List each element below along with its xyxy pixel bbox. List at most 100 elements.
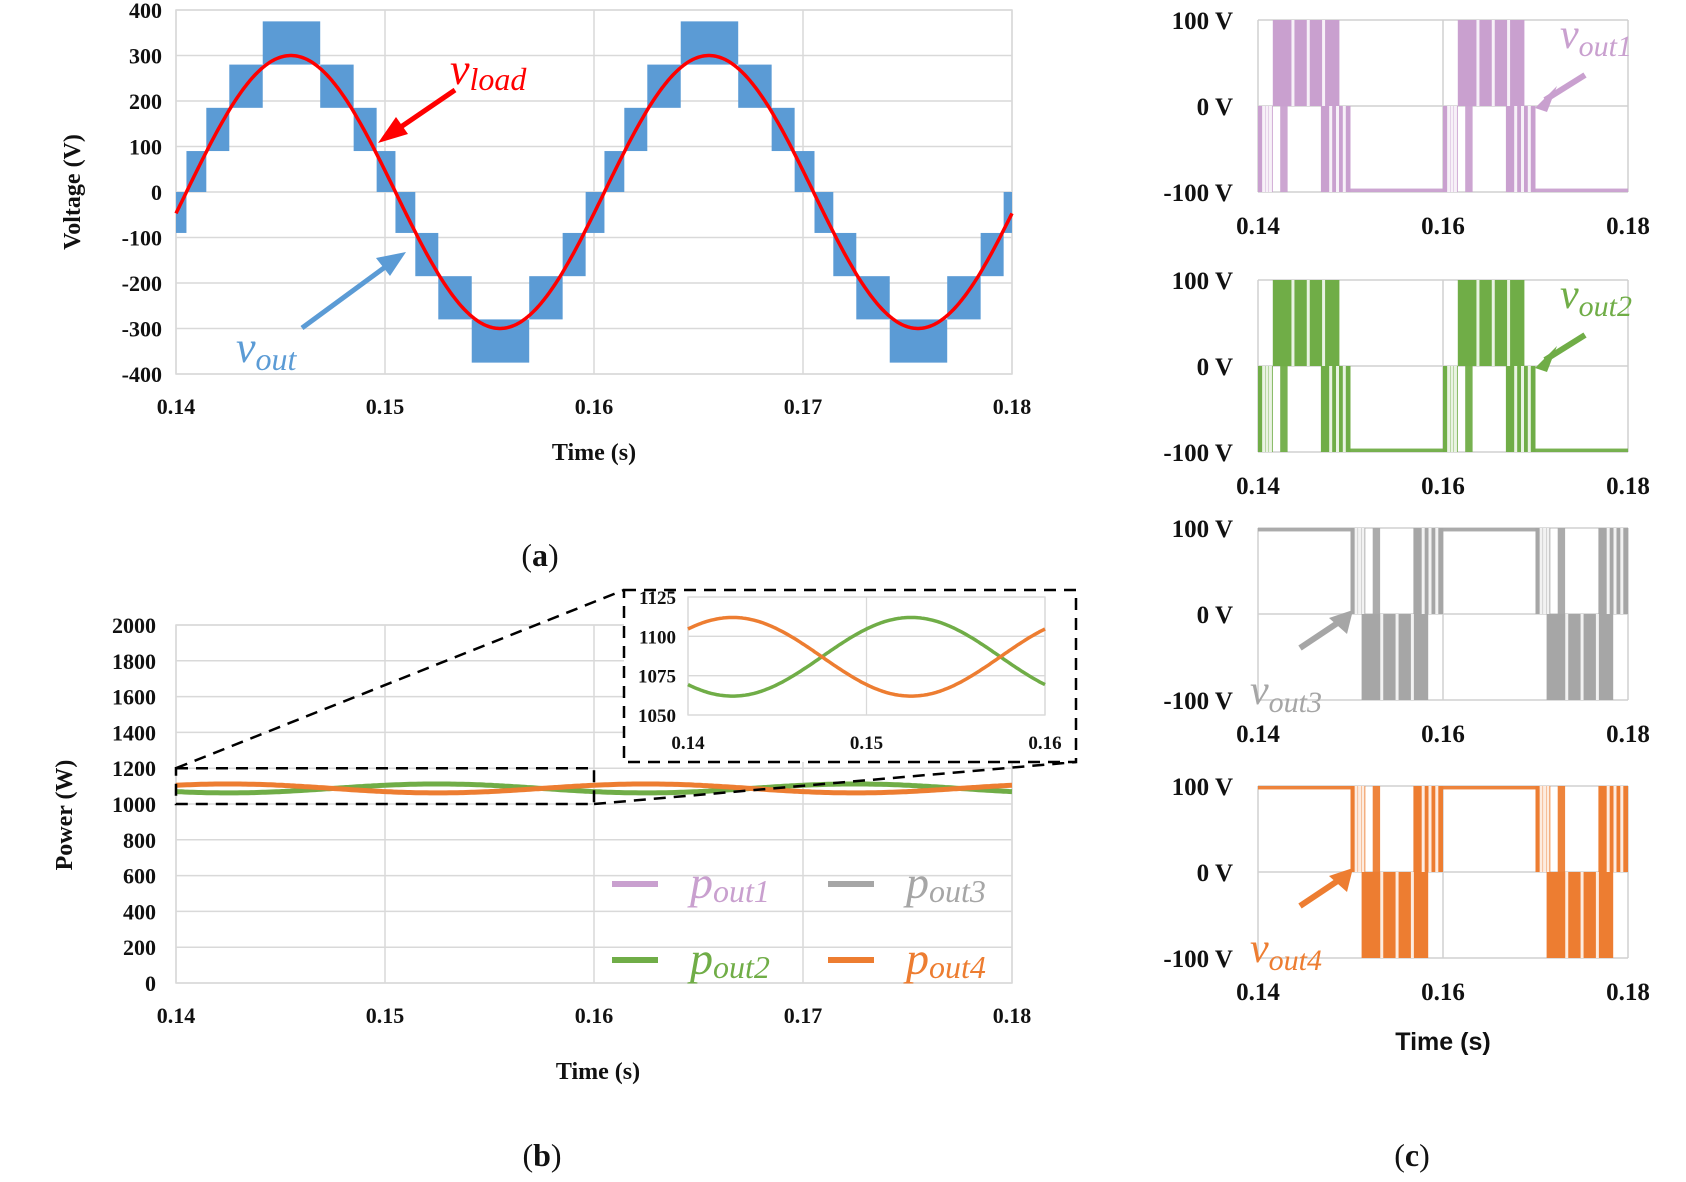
series-v-out — [176, 21, 1012, 363]
series-label-main: v — [1560, 12, 1579, 58]
chart-a-ylabel: Voltage (V) — [60, 134, 86, 250]
pwm-gap — [1354, 786, 1358, 872]
caption-c: (c) — [1394, 1137, 1430, 1173]
x-tick-label: 0.16 — [575, 1003, 614, 1028]
pwm-block — [1557, 786, 1566, 872]
pwm-gap — [1453, 366, 1457, 452]
pwm-block — [1361, 872, 1429, 958]
arrow-head — [1535, 86, 1557, 112]
pwm-block — [1258, 786, 1351, 790]
pwm-gap — [1306, 20, 1310, 106]
series-label-main: v — [1560, 272, 1579, 318]
x-tick-label: 0.16 — [575, 394, 614, 419]
subplot-v-out3: 100 V 0 V -100 V0.14 0.16 0.18 vout3 — [1163, 516, 1650, 748]
x-tick-label: 0.18 — [1606, 473, 1650, 500]
pwm-gap — [1539, 528, 1543, 614]
pwm-gap — [1421, 786, 1425, 872]
arrow-head — [1329, 610, 1353, 634]
pwm-block — [1557, 528, 1566, 614]
chart-a-x-ticks: 0.14 0.15 0.16 0.17 0.18 — [157, 394, 1032, 419]
caption-b: (b) — [522, 1137, 561, 1173]
pwm-block — [1320, 106, 1351, 192]
inset-x-tick-label: 0.14 — [671, 733, 705, 754]
svg-text:vload: vload — [450, 45, 527, 97]
y-tick-label: 0 V — [1197, 354, 1233, 381]
pwm-gap — [1476, 280, 1480, 366]
v-out-pwm-block — [176, 192, 187, 233]
pwm-gap — [1491, 280, 1495, 366]
y-tick-label: 100 V — [1172, 516, 1233, 543]
zoom-region-rect — [174, 766, 596, 806]
series-label: vout3 — [1250, 668, 1322, 719]
pwm-block — [1280, 106, 1288, 192]
pwm-block — [1272, 20, 1340, 106]
x-tick-label: 0.16 — [1421, 473, 1465, 500]
pwm-gap — [1595, 614, 1599, 700]
pwm-gap — [1527, 106, 1531, 192]
pwm-block — [1372, 528, 1381, 614]
pwm-block — [1320, 366, 1351, 452]
chart-a-xlabel: Time (s) — [552, 440, 636, 466]
series-label-sub: out2 — [1579, 290, 1632, 323]
pwm-block — [1535, 448, 1628, 452]
annotation-v-out3: vout3 — [1250, 610, 1353, 719]
y-tick-label: -100 — [122, 226, 162, 251]
chart-a-y-ticks: 400 300 200 100 0 -100 -200 -300 -400 — [122, 0, 162, 387]
subplot-v-out4: 100 V 0 V -100 V0.14 0.16 0.18 vout4 — [1163, 774, 1650, 1006]
pwm-gap — [1447, 366, 1451, 452]
pwm-block — [1443, 528, 1536, 532]
pwm-gap — [1620, 528, 1624, 614]
v-out-sub: out — [256, 341, 298, 377]
waveform-v-out4 — [1258, 786, 1628, 958]
legend-label: pout3 — [903, 857, 986, 909]
legend-label-sub: out2 — [713, 949, 770, 985]
pwm-block — [1546, 872, 1614, 958]
pwm-gap — [1329, 366, 1333, 452]
pwm-gap — [1507, 280, 1511, 366]
pwm-gap — [1428, 786, 1432, 872]
pwm-gap — [1342, 106, 1346, 192]
x-tick-label: 0.14 — [1236, 473, 1280, 500]
pwm-gap — [1329, 106, 1333, 192]
pwm-block — [1272, 280, 1340, 366]
y-tick-label: 0 V — [1197, 860, 1233, 887]
pwm-gap — [1476, 20, 1480, 106]
x-tick-label: 0.16 — [1421, 979, 1465, 1006]
x-tick-label: 0.18 — [993, 1003, 1032, 1028]
pwm-block — [1457, 280, 1525, 366]
series-label-sub: out3 — [1269, 686, 1322, 719]
chart-b-x-ticks: 0.14 0.15 0.16 0.17 0.18 — [157, 1003, 1032, 1028]
y-tick-label: 0 V — [1197, 602, 1233, 629]
v-out-arrow-shaft — [300, 259, 394, 331]
pwm-gap — [1410, 614, 1414, 700]
y-tick-label: 100 V — [1172, 774, 1233, 801]
annotation-v-load: vload — [378, 45, 527, 143]
pwm-block — [1350, 448, 1443, 452]
arrow-head — [1329, 868, 1353, 892]
pwm-block — [1465, 106, 1473, 192]
y-tick-label: 0 V — [1197, 94, 1233, 121]
pwm-block — [1413, 528, 1443, 614]
chart-b-ylabel: Power (W) — [52, 760, 78, 871]
inset-plot-frame — [687, 596, 1046, 716]
pwm-gap — [1306, 280, 1310, 366]
pwm-gap — [1380, 872, 1384, 958]
legend-label-main: p — [903, 933, 929, 984]
x-tick-label: 0.18 — [1606, 213, 1650, 240]
v-out-arrow-head — [376, 252, 406, 276]
waveform-v-out1 — [1258, 20, 1628, 192]
v-out-main: v — [236, 323, 256, 372]
legend-label-main: p — [903, 857, 929, 908]
pwm-gap — [1354, 528, 1358, 614]
y-tick-label: 100 — [129, 135, 162, 160]
caption-a: (a) — [521, 537, 558, 573]
v-out-pwm-block — [262, 21, 321, 65]
pwm-block — [1258, 528, 1351, 532]
x-tick-label: 0.17 — [784, 394, 823, 419]
pwm-gap — [1450, 106, 1454, 192]
series-v-load — [174, 53, 1014, 331]
zoom-connector-line — [175, 588, 625, 770]
